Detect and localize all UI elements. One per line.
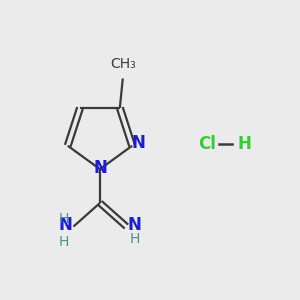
Text: H: H <box>58 236 69 249</box>
Text: N: N <box>132 134 145 152</box>
Text: N: N <box>93 159 107 177</box>
Text: H: H <box>237 135 251 153</box>
Text: H: H <box>130 232 140 246</box>
Text: N: N <box>128 216 142 234</box>
Text: Cl: Cl <box>199 135 216 153</box>
Text: H: H <box>58 212 69 226</box>
Text: CH₃: CH₃ <box>110 57 136 71</box>
Text: N: N <box>58 216 72 234</box>
